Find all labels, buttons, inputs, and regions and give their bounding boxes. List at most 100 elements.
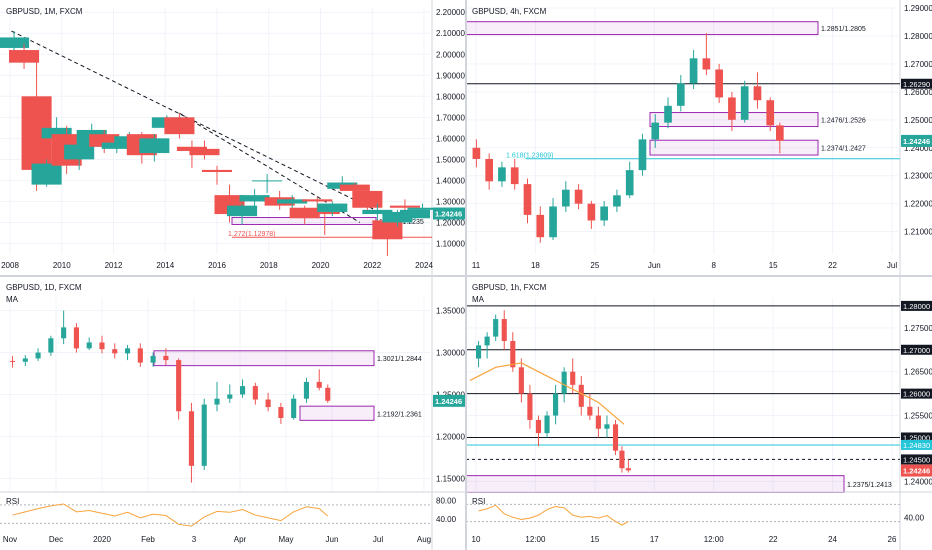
candle-body bbox=[277, 199, 308, 204]
chart-1h[interactable]: 1.28000 1.27500 1.27000 1.26500 1.26000 1.255… bbox=[466, 276, 932, 550]
y-tick-label: 1.30000 bbox=[436, 349, 465, 358]
level-price-label: 1.26000 bbox=[903, 390, 930, 399]
candle-body bbox=[137, 348, 143, 363]
last-price-label: 1.24246 bbox=[903, 137, 930, 146]
chart-1d[interactable]: 1.350001.300001.250001.200001.15000NovDe… bbox=[0, 276, 466, 550]
candle-body bbox=[510, 340, 516, 368]
zone-label: 1.2851/1.2805 bbox=[821, 26, 866, 33]
last-price-badge bbox=[901, 464, 932, 477]
zone-label: 1.2375/1.2413 bbox=[847, 482, 892, 489]
level-price-badge bbox=[901, 432, 932, 443]
candle-body bbox=[600, 206, 608, 221]
candle-body bbox=[252, 386, 258, 400]
zone-label: 1.2476/1.2526 bbox=[821, 118, 866, 125]
trendline bbox=[11, 30, 376, 211]
candle-body bbox=[265, 399, 271, 408]
candle-body bbox=[475, 345, 482, 359]
y-tick-label: 1.23000 bbox=[904, 172, 932, 181]
candle-body bbox=[587, 203, 596, 221]
candle-body bbox=[472, 147, 481, 159]
last-price-label: 1.24246 bbox=[435, 210, 462, 219]
candle-body bbox=[239, 195, 270, 202]
candle-body bbox=[214, 398, 220, 405]
candle-body bbox=[753, 86, 762, 101]
zone-box bbox=[466, 21, 819, 36]
candle-body bbox=[702, 58, 711, 70]
candle-body bbox=[227, 394, 233, 399]
y-tick-label: 1.29000 bbox=[904, 4, 932, 13]
rsi-tick-label: 40.00 bbox=[436, 515, 457, 524]
zone-box bbox=[649, 139, 819, 156]
candle-body bbox=[578, 384, 584, 407]
last-price-label: 1.24246 bbox=[903, 467, 930, 476]
x-tick-label: Feb bbox=[141, 535, 155, 544]
level-price-badge bbox=[901, 300, 932, 311]
level-price-label: 1.24830 bbox=[903, 441, 930, 450]
x-tick-label: Nov bbox=[3, 535, 17, 544]
y-tick-label: 1.21000 bbox=[904, 228, 932, 237]
candle-body bbox=[676, 83, 685, 106]
candle-body bbox=[619, 450, 625, 469]
last-price-badge bbox=[433, 207, 465, 220]
candle-body bbox=[498, 167, 506, 182]
x-tick-label: 25 bbox=[590, 261, 599, 270]
candle-body bbox=[561, 371, 567, 394]
candle-body bbox=[188, 411, 194, 466]
level-price-badge bbox=[901, 454, 932, 465]
candle-body bbox=[362, 209, 393, 215]
y-tick-label: 1.28000 bbox=[904, 32, 932, 41]
rsi-tick-label: 40.00 bbox=[904, 513, 925, 522]
zone-label: 1.2192/1.2361 bbox=[377, 411, 422, 418]
x-tick-label: 26 bbox=[888, 535, 897, 544]
zone-label: 1.2374/1.2427 bbox=[821, 146, 866, 153]
x-tick-label: 2012 bbox=[105, 261, 123, 270]
zone-label: 1.3021/1.2844 bbox=[377, 356, 422, 363]
candle-body bbox=[201, 404, 207, 466]
y-tick-label: 1.30000 bbox=[436, 197, 465, 206]
x-tick-label: 2020 bbox=[93, 535, 111, 544]
level-price-label: 1.27000 bbox=[903, 346, 930, 355]
x-tick-label: 2024 bbox=[415, 261, 433, 270]
moving-average-line bbox=[469, 362, 625, 425]
x-tick-label: 15 bbox=[769, 261, 778, 270]
chart-1h-svg: 1.28000 1.27500 1.27000 1.26500 1.26000 1.255… bbox=[466, 276, 932, 550]
x-tick-label: 15 bbox=[590, 535, 599, 544]
chart-subtitle: MA bbox=[472, 295, 485, 304]
x-tick-label: 22 bbox=[828, 261, 837, 270]
candle-body bbox=[527, 393, 533, 420]
candle-body bbox=[189, 148, 220, 156]
x-tick-label: 2014 bbox=[156, 261, 174, 270]
candle-body bbox=[544, 415, 550, 434]
candle-body bbox=[64, 144, 95, 160]
candle-body bbox=[485, 158, 493, 182]
candle-body bbox=[595, 415, 601, 429]
candle-body bbox=[139, 138, 170, 154]
candle-body bbox=[561, 189, 570, 207]
horizontal-divider[interactable] bbox=[0, 275, 932, 277]
fib-level-label: 1.618(1.23609) bbox=[506, 153, 553, 160]
chart-1m[interactable]: 2.20000 2.10000 2.00000 1.90000 1.80000 1.700… bbox=[0, 0, 466, 276]
x-tick-label: 2010 bbox=[53, 261, 71, 270]
candle-body bbox=[523, 184, 532, 215]
chart-4h-svg: 1.29000 1.28000 1.27000 1.26000 1.25000 1.240… bbox=[466, 0, 932, 276]
candle-body bbox=[176, 360, 182, 412]
x-tick-label: Jun bbox=[648, 261, 661, 270]
candle-body bbox=[9, 50, 40, 63]
candle-body bbox=[150, 355, 156, 363]
last-price-badge bbox=[433, 394, 465, 407]
candle-body bbox=[163, 355, 169, 361]
candle-body bbox=[101, 142, 132, 149]
level-price-badge bbox=[901, 344, 932, 355]
y-tick-label: 2.00000 bbox=[436, 50, 465, 59]
chart-title: GBPUSD, 1h, FXCM bbox=[472, 283, 547, 292]
candle-body bbox=[99, 342, 105, 350]
chart-4h[interactable]: 1.29000 1.28000 1.27000 1.26000 1.25000 1.240… bbox=[466, 0, 932, 276]
candle-body bbox=[740, 86, 749, 120]
candle-body bbox=[73, 327, 79, 349]
level-price-badge bbox=[901, 439, 932, 450]
x-tick-label: 24 bbox=[828, 535, 837, 544]
level-price-label: 1.26290 bbox=[903, 80, 930, 89]
candle-body bbox=[164, 117, 195, 135]
candle-body bbox=[612, 424, 619, 451]
candle-body bbox=[61, 327, 67, 339]
